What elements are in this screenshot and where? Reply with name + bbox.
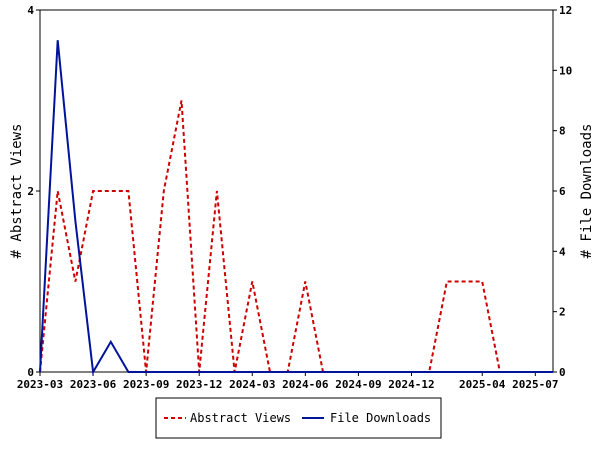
- y-left-tick-label-1: 2: [27, 185, 34, 198]
- legend-label-file-downloads: File Downloads: [330, 411, 431, 425]
- series-line-file-downloads: [39, 40, 553, 376]
- y-right-axis-label: # File Downloads: [579, 124, 595, 259]
- y-right-tick-label-3: 6: [559, 185, 566, 198]
- y-left-tick-label-2: 4: [27, 4, 34, 17]
- y-left-axis-label: # Abstract Views: [9, 124, 25, 259]
- series-layer: [39, 40, 553, 376]
- y-right-tick-label-5: 10: [559, 64, 572, 77]
- legend: Abstract Views File Downloads: [155, 397, 442, 439]
- y-right-tick-label-4: 8: [559, 125, 566, 138]
- x-tick-label-2: 2023-09: [123, 378, 169, 391]
- y-right-tick-label-0: 0: [559, 366, 566, 379]
- x-tick-label-3: 2023-12: [176, 378, 222, 391]
- y-right-axis-ticks: 0 2 4 6 8 10 12: [553, 4, 572, 379]
- y-right-tick-label-6: 12: [559, 4, 572, 17]
- y-left-axis-ticks: 0 2 4: [27, 4, 40, 379]
- legend-label-abstract-views: Abstract Views: [190, 411, 291, 425]
- x-tick-label-1: 2023-06: [70, 378, 117, 391]
- x-tick-label-6: 2024-09: [335, 378, 381, 391]
- x-tick-label-0: 2023-03: [17, 378, 63, 391]
- x-tick-label-7: 2024-12: [388, 378, 434, 391]
- x-tick-label-9: 2025-07: [512, 378, 558, 391]
- plot-area: [39, 9, 554, 373]
- x-tick-label-4: 2024-03: [229, 378, 275, 391]
- x-tick-label-5: 2024-06: [282, 378, 329, 391]
- legend-box: [155, 397, 442, 439]
- x-tick-label-8: 2025-04: [459, 378, 506, 391]
- x-axis-ticks: 2023-03 2023-06 2023-09 2023-12 2024-03 2024-…: [17, 372, 558, 391]
- y-right-tick-label-1: 2: [559, 306, 566, 319]
- y-left-tick-label-0: 0: [27, 366, 34, 379]
- y-right-tick-label-2: 4: [559, 245, 566, 258]
